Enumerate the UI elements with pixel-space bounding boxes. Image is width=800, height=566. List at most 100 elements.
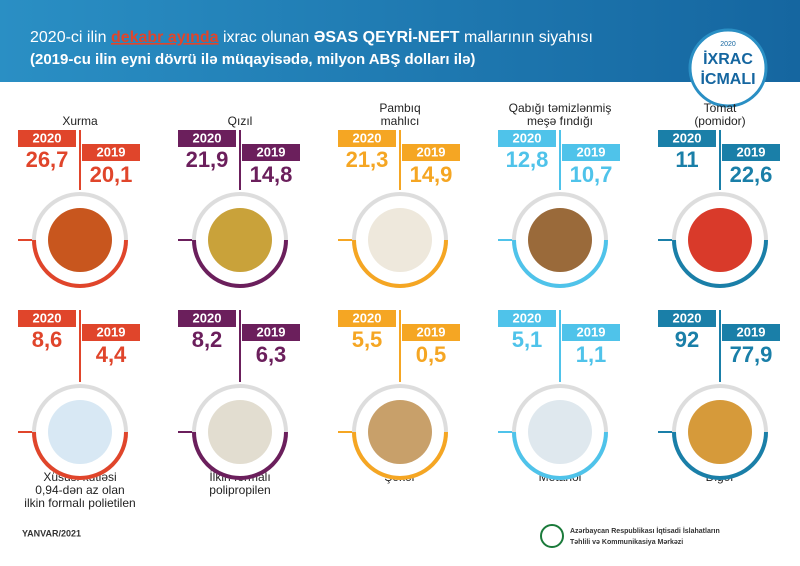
product-image bbox=[208, 400, 272, 464]
ring-arc bbox=[512, 431, 608, 480]
title-part: 2020-ci ilin bbox=[30, 29, 111, 46]
title-part: mallarının siyahısı bbox=[460, 29, 593, 46]
product-image bbox=[528, 400, 592, 464]
value: 92 bbox=[675, 327, 699, 352]
year-tag-label: 2020 bbox=[513, 310, 542, 325]
value: 1,1 bbox=[576, 342, 607, 367]
ring-arc bbox=[32, 431, 128, 480]
year-tag bbox=[658, 130, 716, 147]
item-label: Xurma bbox=[62, 114, 98, 128]
year-tag bbox=[338, 310, 396, 327]
year-tag bbox=[722, 144, 780, 161]
ring-arc bbox=[352, 431, 448, 480]
year-tag-label: 2019 bbox=[257, 324, 286, 339]
footer-date: YANVAR/2021 bbox=[22, 528, 81, 538]
year-tag bbox=[402, 324, 460, 341]
product-image bbox=[688, 208, 752, 272]
value: 21,9 bbox=[186, 147, 229, 172]
value: 8,2 bbox=[192, 327, 223, 352]
ring-arc bbox=[672, 239, 768, 288]
footer-org: Azərbaycan Respublikası İqtisadi İslahat… bbox=[570, 527, 720, 535]
year-tag-label: 2020 bbox=[353, 310, 382, 325]
value: 21,3 bbox=[346, 147, 389, 172]
year-tag bbox=[18, 310, 76, 327]
year-tag bbox=[562, 144, 620, 161]
product-image bbox=[48, 400, 112, 464]
title-bold: ƏSAS QEYRİ-NEFT bbox=[314, 28, 460, 46]
year-tag bbox=[498, 130, 556, 147]
year-tag bbox=[242, 144, 300, 161]
product-image bbox=[48, 208, 112, 272]
year-tag bbox=[658, 310, 716, 327]
subtitle: (2019-cu ilin eyni dövrü ilə müqayisədə,… bbox=[30, 51, 475, 68]
logo bbox=[540, 524, 564, 548]
badge-year: 2020 bbox=[720, 41, 736, 48]
ring-arc bbox=[32, 239, 128, 288]
year-tag-label: 2019 bbox=[257, 144, 286, 159]
year-tag-label: 2019 bbox=[577, 144, 606, 159]
product-image bbox=[528, 208, 592, 272]
footer-org: Təhlili və Kommunikasiya Mərkəzi bbox=[570, 539, 683, 546]
year-tag-label: 2020 bbox=[513, 130, 542, 145]
item-label: 0,94-dən az olan bbox=[35, 483, 124, 497]
value: 26,7 bbox=[26, 147, 69, 172]
item-label: Tomat bbox=[704, 101, 737, 115]
item-label: Pambıq bbox=[379, 101, 420, 115]
item-label: meşə fındığı bbox=[527, 114, 593, 128]
value: 20,1 bbox=[90, 162, 133, 187]
year-tag bbox=[242, 324, 300, 341]
item-label: mahlıcı bbox=[381, 114, 420, 128]
title-highlight: dekabr ayında bbox=[111, 29, 219, 46]
value: 22,6 bbox=[730, 162, 773, 187]
ring-arc bbox=[192, 431, 288, 480]
year-tag-label: 2020 bbox=[673, 130, 702, 145]
year-tag bbox=[82, 144, 140, 161]
value: 5,5 bbox=[352, 327, 383, 352]
year-tag-label: 2020 bbox=[193, 310, 222, 325]
year-tag-label: 2019 bbox=[577, 324, 606, 339]
year-tag bbox=[498, 310, 556, 327]
year-tag-label: 2019 bbox=[97, 324, 126, 339]
header-band bbox=[0, 0, 800, 82]
year-tag bbox=[562, 324, 620, 341]
year-tag-label: 2020 bbox=[33, 130, 62, 145]
year-tag-label: 2019 bbox=[737, 144, 766, 159]
ring-arc bbox=[672, 431, 768, 480]
year-tag-label: 2019 bbox=[417, 324, 446, 339]
year-tag-label: 2019 bbox=[417, 144, 446, 159]
year-tag bbox=[338, 130, 396, 147]
product-image bbox=[688, 400, 752, 464]
value: 10,7 bbox=[570, 162, 613, 187]
product-image bbox=[208, 208, 272, 272]
year-tag bbox=[178, 130, 236, 147]
badge-circle bbox=[688, 28, 768, 108]
item-label: ilkin formalı polietilen bbox=[24, 496, 135, 510]
badge-line: İXRAC bbox=[703, 50, 753, 68]
item-label: (pomidor) bbox=[694, 114, 745, 128]
year-tag bbox=[178, 310, 236, 327]
year-tag bbox=[722, 324, 780, 341]
value: 14,8 bbox=[250, 162, 293, 187]
value: 14,9 bbox=[410, 162, 453, 187]
value: 4,4 bbox=[96, 342, 127, 367]
year-tag bbox=[402, 144, 460, 161]
product-image bbox=[368, 208, 432, 272]
year-tag bbox=[82, 324, 140, 341]
title: 2020-ci ilin dekabr ayında ixrac olunan … bbox=[30, 28, 593, 46]
item-label: polipropilen bbox=[209, 483, 270, 497]
year-tag-label: 2019 bbox=[97, 144, 126, 159]
item-label: Qızıl bbox=[228, 114, 253, 128]
year-tag-label: 2019 bbox=[737, 324, 766, 339]
year-tag-label: 2020 bbox=[33, 310, 62, 325]
badge-line: İCMALI bbox=[700, 70, 755, 88]
year-tag-label: 2020 bbox=[193, 130, 222, 145]
ring-arc bbox=[512, 239, 608, 288]
value: 11 bbox=[675, 147, 698, 172]
value: 6,3 bbox=[256, 342, 287, 367]
value: 12,8 bbox=[506, 147, 549, 172]
value: 0,5 bbox=[416, 342, 447, 367]
year-tag-label: 2020 bbox=[673, 310, 702, 325]
product-image bbox=[368, 400, 432, 464]
title-part: ixrac olunan bbox=[219, 29, 314, 46]
